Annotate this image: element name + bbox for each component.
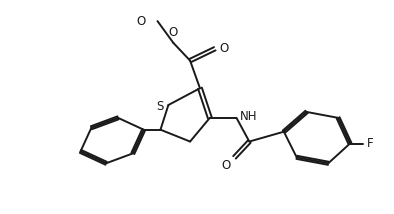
Text: O: O (221, 159, 230, 172)
Text: O: O (220, 42, 229, 55)
Text: F: F (367, 137, 374, 150)
Text: O: O (169, 26, 178, 39)
Text: NH: NH (240, 110, 257, 123)
Text: S: S (156, 100, 164, 113)
Text: O: O (136, 15, 146, 28)
